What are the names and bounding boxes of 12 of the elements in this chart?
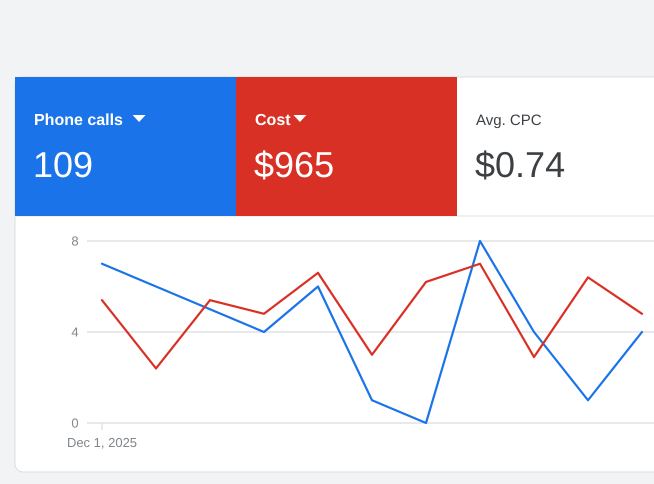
x-tick-label: Dec 1, 2025 xyxy=(66,435,138,450)
y-tick-label: 8 xyxy=(71,234,79,248)
text: Phone calls xyxy=(34,112,124,129)
text: Avg. CPC xyxy=(476,112,542,129)
line-series xyxy=(100,262,644,370)
text: $965 xyxy=(254,144,334,185)
text: $0.74 xyxy=(475,144,566,185)
text: Cost xyxy=(255,112,292,129)
line-series xyxy=(100,240,644,424)
y-tick-label: 0 xyxy=(71,416,79,430)
text: 109 xyxy=(33,144,94,185)
y-tick-label: 4 xyxy=(71,324,79,340)
